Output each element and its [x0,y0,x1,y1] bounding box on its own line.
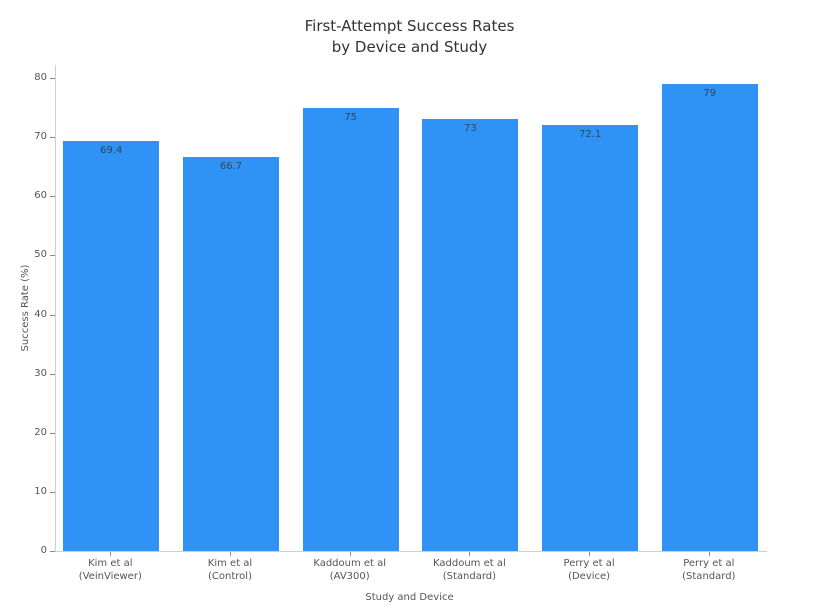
y-tick-label: 40 [34,308,47,320]
x-tick-mark [110,552,112,556]
x-tick-label-line: (Control) [208,571,252,582]
y-tick-label: 10 [34,485,47,497]
bar: 69.4 [63,140,160,551]
x-tick-mark [589,552,591,556]
x-tick-label-line: (Device) [568,571,611,582]
x-tick-label-line: Kaddoum et al [433,558,506,569]
y-tick-label: 20 [34,426,47,438]
y-tick-label: 50 [34,249,47,261]
x-tick-label-line: Kim et al [207,558,253,569]
x-tick-label-line: Kaddoum et al [313,558,387,569]
chart-title: First-Attempt Success Rates by Device an… [0,16,819,58]
x-tick-mark [708,552,710,556]
x-tick-mark [469,552,471,556]
plot-area: 69.4 66.7 75 73 72.1 79 [55,65,767,552]
chart-title-line-2: by Device and Study [331,38,488,56]
y-tick-mark [50,551,55,552]
bar: 79 [661,83,758,551]
y-tick-label: 60 [34,190,47,202]
bar: 75 [302,107,399,551]
x-tick-label-line: Kim et al [88,558,133,569]
bar-value-label: 66.7 [219,160,243,172]
chart-title-line-1: First-Attempt Success Rates [304,17,515,35]
x-tick-label-line: (AV300) [329,571,370,582]
x-tick-mark [349,552,351,556]
x-tick-mark [230,552,231,556]
x-tick-label-line: Perry et al [563,558,615,569]
y-tick-mark [50,314,55,316]
bar: 72.1 [542,124,639,551]
x-tick-label: Perry et al (Standard) [634,557,784,583]
y-tick-mark [50,255,55,257]
x-tick-label: Kim et al (VeinViewer) [35,557,185,583]
y-tick-mark [50,491,55,493]
x-tick-label: Kim et al (Control) [155,557,305,583]
y-tick-mark [50,137,55,139]
y-tick-label: 70 [34,131,47,143]
bar-value-label: 72.1 [578,128,602,140]
x-tick-label-line: (Standard) [442,571,497,582]
y-tick-mark [50,432,55,434]
y-tick-mark [50,196,55,198]
x-tick-label-line: Perry et al [683,558,735,569]
y-tick-mark [50,78,55,79]
y-tick-label: 80 [34,72,47,83]
x-axis-title: Study and Device [365,592,454,603]
y-tick-label: 30 [34,367,47,379]
x-tick-label: Kaddoum et al (AV300) [275,557,425,583]
bar: 73 [422,119,519,551]
bar-value-label: 75 [344,111,358,123]
bar-value-label: 73 [464,123,477,135]
bar-value-label: 69.4 [100,144,123,156]
y-tick-label: 0 [40,545,47,556]
bar: 66.7 [183,156,279,551]
y-tick-mark [50,373,55,375]
x-tick-label: Perry et al (Device) [514,557,664,583]
bar-value-label: 79 [703,87,717,99]
x-tick-label-line: (VeinViewer) [78,571,142,582]
x-tick-label: Kaddoum et al (Standard) [394,557,544,583]
x-tick-label-line: (Standard) [682,571,736,582]
